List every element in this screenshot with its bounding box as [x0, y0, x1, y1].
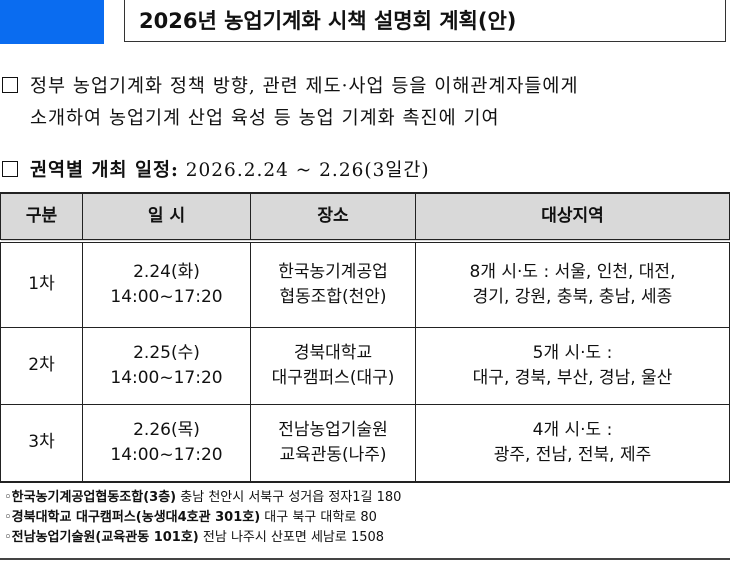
place-line: 전남농업기술원	[278, 419, 388, 440]
cell-round: 2차	[0, 326, 83, 405]
header-region: 대상지역	[415, 192, 730, 243]
note-address: 대구 북구 대학로 80	[264, 510, 377, 525]
title-text: 2026년 농업기계화 시책 설명회 계획(안)	[139, 8, 517, 33]
cell-region: 4개 시·도 : 광주, 전남, 전북, 제주	[415, 403, 730, 483]
schedule-label: 권역별 개최 일정:	[30, 160, 179, 181]
note-item: ◦전남농업기술원(교육관동 101호) 전남 나주시 산포면 세남로 1508	[4, 528, 401, 548]
cell-round: 1차	[0, 240, 83, 328]
header-round: 구분	[0, 192, 83, 243]
region-line: 경기, 강원, 충북, 충남, 세종	[472, 286, 673, 307]
checkbox-bullet-icon	[2, 161, 18, 177]
cell-round: 3차	[0, 403, 83, 483]
cell-region: 8개 시·도 : 서울, 인천, 대전, 경기, 강원, 충북, 충남, 세종	[415, 240, 730, 328]
schedule-line: 권역별 개최 일정: 2026.2.24 ~ 2.26(3일간)	[2, 156, 430, 182]
header-datetime: 일 시	[82, 192, 251, 243]
region-line: 5개 시·도 :	[532, 342, 613, 363]
schedule-value: 2026.2.24 ~ 2.26(3일간)	[185, 160, 430, 181]
date: 2.26(목)	[133, 419, 200, 440]
time: 14:00~17:20	[110, 444, 223, 465]
address-notes: ◦한국농기계공업협동조합(3층) 충남 천안시 서북구 성거읍 정자1길 180…	[4, 488, 401, 548]
note-address: 충남 천안시 서북구 성거읍 정자1길 180	[180, 490, 402, 505]
note-venue: 경북대학교 대구캠퍼스(농생대4호관 301호)	[11, 510, 261, 525]
place-line: 대구캠퍼스(대구)	[271, 367, 395, 388]
schedule-table: 구분 일 시 장소 대상지역 1차 2.24(화) 14:00~17:20 한국농…	[0, 192, 730, 483]
place-line: 경북대학교	[293, 342, 373, 363]
region-line: 광주, 전남, 전북, 제주	[493, 444, 652, 465]
purpose-line-1: 정부 농업기계화 정책 방향, 관련 제도·사업 등을 이해관계자들에게	[2, 72, 578, 98]
region-line: 4개 시·도 :	[532, 419, 613, 440]
note-venue: 전남농업기술원(교육관동 101호)	[11, 530, 199, 545]
place-line: 교육관동(나주)	[279, 444, 387, 465]
purpose-text-1: 정부 농업기계화 정책 방향, 관련 제도·사업 등을 이해관계자들에게	[30, 76, 579, 97]
bottom-divider	[0, 558, 730, 560]
circle-bullet-icon: ◦	[4, 510, 12, 525]
cell-datetime: 2.26(목) 14:00~17:20	[82, 403, 251, 483]
note-venue: 한국농기계공업협동조합(3층)	[11, 490, 177, 505]
cell-region: 5개 시·도 : 대구, 경북, 부산, 경남, 울산	[415, 326, 730, 405]
header-place: 장소	[250, 192, 416, 243]
place-line: 협동조합(천안)	[279, 286, 387, 307]
note-address: 전남 나주시 산포면 세남로 1508	[202, 530, 385, 545]
cell-datetime: 2.24(화) 14:00~17:20	[82, 240, 251, 328]
note-item: ◦한국농기계공업협동조합(3층) 충남 천안시 서북구 성거읍 정자1길 180	[4, 488, 401, 508]
note-item: ◦경북대학교 대구캠퍼스(농생대4호관 301호) 대구 북구 대학로 80	[4, 508, 401, 528]
accent-block	[0, 0, 104, 44]
circle-bullet-icon: ◦	[4, 490, 12, 505]
date: 2.25(수)	[133, 342, 200, 363]
time: 14:00~17:20	[110, 367, 223, 388]
checkbox-bullet-icon	[2, 77, 18, 93]
cell-datetime: 2.25(수) 14:00~17:20	[82, 326, 251, 405]
date: 2.24(화)	[133, 261, 200, 282]
region-line: 8개 시·도 : 서울, 인천, 대전,	[469, 261, 676, 282]
region-line: 대구, 경북, 부산, 경남, 울산	[472, 367, 673, 388]
purpose-text-2: 소개하여 농업기계 산업 육성 등 농업 기계화 촉진에 기여	[30, 108, 500, 129]
circle-bullet-icon: ◦	[4, 530, 12, 545]
table-header: 구분 일 시 장소 대상지역	[0, 192, 730, 243]
place-line: 한국농기계공업	[278, 261, 388, 282]
purpose-line-2: 소개하여 농업기계 산업 육성 등 농업 기계화 촉진에 기여	[30, 104, 500, 130]
page-title: 2026년 농업기계화 시책 설명회 계획(안)	[124, 0, 726, 42]
time: 14:00~17:20	[110, 286, 223, 307]
